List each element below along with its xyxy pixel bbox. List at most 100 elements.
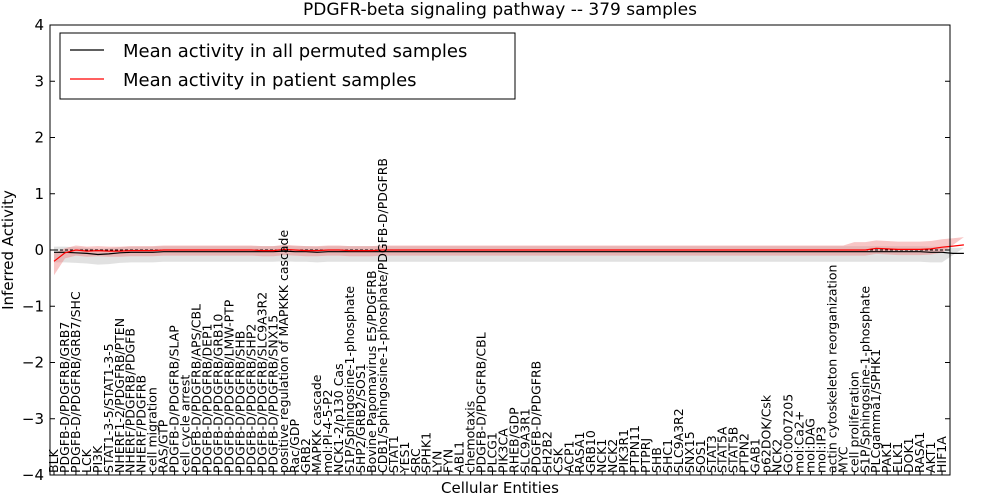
x-category-label: AKT1 <box>923 442 938 473</box>
x-category-label: PDGFB-D/PDGFRB/GRB7/SHC <box>68 291 83 473</box>
x-category-label: mol:PI-4-5-P2 <box>320 389 335 473</box>
legend-label-0: Mean activity in all permuted samples <box>123 41 467 62</box>
y-tick-label: 1 <box>34 185 44 203</box>
x-category-label: NHERF/PDGFRB <box>134 375 149 473</box>
y-tick-label: −2 <box>22 354 44 372</box>
x-category-label: NCK1 <box>594 439 609 473</box>
x-category-label: PDGFB-D/PDGFRB/GRB10 <box>210 314 225 473</box>
x-category-label: NHERF/PDGFRB/PDGFB <box>123 328 138 473</box>
x-category-label: STAT3 <box>704 435 719 473</box>
x-category-label: STAT5B <box>726 427 741 473</box>
x-category-label: STAT5A <box>715 426 730 473</box>
x-category-label: mol:Ca2+ <box>792 411 807 473</box>
y-tick-label: 0 <box>34 241 44 259</box>
y-tick-label: 2 <box>34 129 44 147</box>
x-category-label: SLC9A3R1 <box>517 408 532 473</box>
x-category-label: p62DOK/Csk <box>759 394 774 473</box>
x-category-label: GAB1 <box>748 438 763 473</box>
x-category-label: PDGFB-D/PDGFRB/SHP2 <box>243 324 258 473</box>
x-category-label: SRC <box>408 448 423 473</box>
x-category-label: S1P/Sphingosine-1-phosphate <box>342 286 357 473</box>
x-category-label: actin cytoskeleton reorganization <box>824 265 839 474</box>
x-category-label: NCK2 <box>605 439 620 473</box>
y-tick-label: 3 <box>34 72 44 90</box>
x-category-label: PDGFB-D/PDGFRB/CBL <box>474 332 489 473</box>
x-category-label: mol:IP3 <box>813 426 828 473</box>
series-lines <box>53 244 964 262</box>
x-category-label: cell proliferation <box>846 371 861 473</box>
series-line-1 <box>53 244 964 262</box>
x-category-label: LCK <box>79 448 94 473</box>
x-category-label: LYN <box>430 451 445 473</box>
x-category-label: SHC1 <box>660 439 675 473</box>
y-tick-label: −4 <box>22 466 44 484</box>
x-category-label: CSK <box>550 447 565 473</box>
x-category-label: GRB10 <box>583 430 598 473</box>
chart-title: PDGFR-beta signaling pathway -- 379 samp… <box>303 0 697 20</box>
x-category-label: STAT1 <box>386 435 401 473</box>
band-series-1 <box>54 237 964 276</box>
x-category-label: PDGFB-D/PDGFRB/SLC9A3R2 <box>254 292 269 473</box>
x-category-label: PLCgamma1/SPHK1 <box>868 349 883 473</box>
x-category-label: PDGFB-D/PDGFRB/LMW-PTP <box>221 299 236 473</box>
x-category-label: ELK1 <box>890 442 905 473</box>
x-category-label: NCK1-2/p130 Cas <box>331 363 346 473</box>
x-category-label: PIK3R1 <box>616 429 631 473</box>
x-category-label: RAS/GTP <box>156 419 171 473</box>
x-category-label: FYN <box>441 449 456 473</box>
plot-frame <box>49 24 951 476</box>
x-category-label: Rac/GDP <box>287 419 302 473</box>
x-category-label: Bovine Papomavirus E5/PDGFRB <box>364 270 379 473</box>
x-category-label: YES1 <box>397 442 412 474</box>
x-category-label: STAT1-3-5/STAT1-3-5 <box>101 343 116 473</box>
x-category-label: PLCG1 <box>485 432 500 473</box>
x-category-label: CDB1/Sphingosine-1-phosphate/PDGFB-D/PDG… <box>375 158 390 473</box>
x-category-label: PDGFB-D/PDGFRB/DEP1 <box>200 324 215 474</box>
x-category-label: cell cycle arrest <box>178 375 193 473</box>
y-tick-label: −3 <box>22 410 44 428</box>
x-category-label: PI3K <box>90 445 105 473</box>
x-category-label: PTPN2 <box>737 433 752 473</box>
x-category-label: cell migration <box>145 387 160 473</box>
x-category-label: mol:DAG <box>802 418 817 473</box>
x-category-label: PIK3CA <box>496 428 511 473</box>
x-category-label: RASA1 <box>572 432 587 473</box>
x-category-label: RASA1 <box>912 432 927 473</box>
series-line-0 <box>54 250 964 256</box>
x-category-label: SOS1 <box>693 439 708 473</box>
x-category-label: PTPN11 <box>627 425 642 473</box>
x-axis-categories: BLKPDGFB-D/PDGFRB/GRB7PDGFB-D/PDGFRB/GRB… <box>46 158 949 475</box>
x-category-label: positive regulation of MAPKKK cascade <box>276 230 291 473</box>
x-category-label: SPHK1 <box>419 432 434 473</box>
x-category-label: MYC <box>835 446 850 473</box>
x-category-label: NCK2 <box>770 439 785 473</box>
x-category-label: PDGFB-D/PDGFRB/SLAP <box>167 325 182 473</box>
x-category-label: SHP2/GRB2/SOS1 <box>353 363 368 473</box>
y-axis: 4 3 2 1 0 −1 −2 −3 −4 <box>22 16 950 484</box>
x-category-label: PDGFB-D/PDGFRB/SNX15 <box>265 315 280 473</box>
x-category-label: SLC9A3R2 <box>671 408 686 473</box>
x-category-label: NHERF1-2/PDGFRB/PTEN <box>112 318 127 473</box>
legend-box <box>59 32 516 100</box>
x-category-label: PAK1 <box>879 442 894 473</box>
x-category-label: ABL1 <box>452 441 467 473</box>
x-category-label: DOK1 <box>901 437 916 473</box>
x-category-label: SHB <box>649 447 664 473</box>
x-category-label: PDGFB-D/PDGFRB/SHB <box>232 331 247 473</box>
x-category-label: HIF1A <box>934 436 949 473</box>
x-category-label: PDGFB-D/PDGFRB <box>528 361 543 473</box>
x-category-label: PTPRJ <box>638 438 653 473</box>
x-category-label: S1P/Sphingosine-1-phosphate <box>857 286 872 473</box>
x-category-label: PDGFB-D/PDGFRB/GRB7 <box>57 322 72 473</box>
x-category-label: MAPKK cascade <box>309 374 324 473</box>
x-axis-label: Cellular Entities <box>441 479 559 497</box>
x-category-label: GRB2 <box>298 438 313 473</box>
legend-label-1: Mean activity in patient samples <box>123 70 417 91</box>
x-category-label: SH2B2 <box>539 431 554 473</box>
x-category-label: RHEB/GDP <box>506 407 521 473</box>
x-category-label: SNX15 <box>682 431 697 473</box>
x-category-label: ACP1 <box>561 440 576 473</box>
y-axis-label: Inferred Activity <box>0 190 17 310</box>
x-category-label: chemotaxis <box>463 401 478 473</box>
